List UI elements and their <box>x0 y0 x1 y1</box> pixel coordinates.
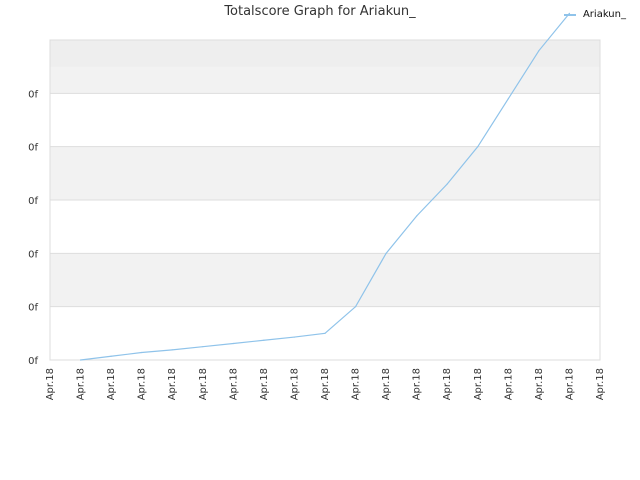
x-tick-label: Apr.18 <box>45 368 56 400</box>
data-point <box>293 336 296 338</box>
x-tick-label: Apr.18 <box>259 368 270 400</box>
y-tick-label: 0f <box>28 143 38 154</box>
grid-band <box>50 253 600 307</box>
data-point <box>79 359 82 361</box>
legend-swatch <box>563 13 576 16</box>
y-tick-label: 0f <box>28 89 38 100</box>
data-point <box>354 306 357 308</box>
x-tick-label: Apr.18 <box>534 368 545 400</box>
data-point <box>477 146 479 148</box>
data-point <box>538 50 540 52</box>
legend: Ariakun_ <box>563 9 626 20</box>
grid-band <box>50 146 600 200</box>
data-point <box>568 12 571 14</box>
data-point <box>324 332 326 334</box>
x-tick-label: Apr.18 <box>351 368 362 400</box>
x-tick-label: Apr.18 <box>289 368 300 400</box>
y-tick-label: 0f <box>28 303 38 314</box>
x-tick-label: Apr.18 <box>106 368 117 400</box>
x-tick-label: Apr.18 <box>381 368 392 400</box>
x-tick-label: Apr.18 <box>167 368 178 400</box>
legend-label: Ariakun_ <box>582 9 626 20</box>
x-tick-label: Apr.18 <box>76 368 87 400</box>
x-tick-label: Apr.18 <box>412 368 423 400</box>
grid-band <box>50 40 600 67</box>
data-point <box>110 355 112 357</box>
x-tick-label: Apr.18 <box>473 368 484 400</box>
x-tick-label: Apr.18 <box>320 368 331 400</box>
x-tick-label: Apr.18 <box>564 368 575 400</box>
data-point <box>263 339 265 341</box>
data-point <box>385 252 387 254</box>
data-point <box>416 215 418 217</box>
grid-band <box>50 200 600 254</box>
chart-title: Totalscore Graph for Ariakun_ <box>224 4 416 19</box>
y-tick-label: 0f <box>28 196 38 207</box>
grid-band <box>50 93 600 147</box>
data-point <box>507 98 509 100</box>
y-tick-label: 0f <box>28 356 38 367</box>
x-tick-label: Apr.18 <box>442 368 453 400</box>
y-tick-label: 0f <box>28 249 38 260</box>
x-tick-label: Apr.18 <box>198 368 209 400</box>
x-tick-label: Apr.18 <box>503 368 514 400</box>
data-point <box>446 183 448 185</box>
x-tick-label: Apr.18 <box>228 368 239 400</box>
data-point <box>202 346 204 348</box>
data-point <box>141 351 143 354</box>
data-point <box>232 342 234 345</box>
x-tick-label: Apr.18 <box>137 368 148 400</box>
data-point <box>171 349 173 351</box>
plot-border <box>49 39 601 361</box>
x-tick-label: Apr.18 <box>595 368 606 400</box>
